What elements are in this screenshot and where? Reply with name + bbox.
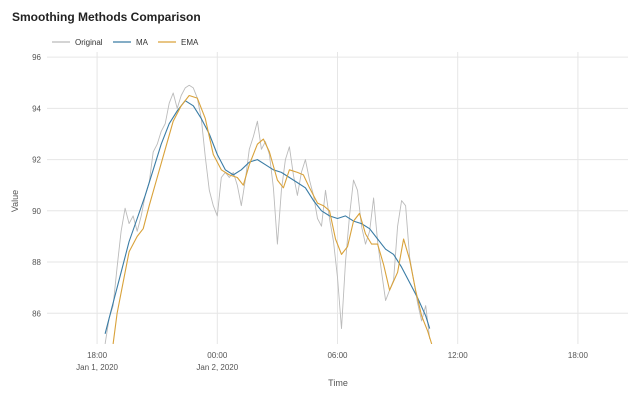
legend-label-ema: EMA (181, 38, 199, 47)
y-tick-label: 94 (32, 104, 41, 113)
x-tick-sublabel: Jan 1, 2020 (76, 363, 118, 372)
series-layer (104, 84, 433, 344)
series-line-ma (104, 100, 431, 334)
x-axis-title: Time (328, 378, 348, 388)
y-tick-label: 90 (32, 207, 41, 216)
legend: Original MA EMA (52, 38, 199, 47)
y-tick-label: 88 (32, 258, 41, 267)
x-tick-label: 12:00 (448, 351, 469, 360)
x-tick-label: 00:00 (207, 351, 228, 360)
x-axis-ticks: 18:00 Jan 1, 2020 00:00 Jan 2, 2020 06:00 12:… (76, 351, 588, 372)
series-line-original (104, 84, 431, 344)
series-line-ema (112, 94, 433, 344)
x-tick-label: 18:00 (87, 351, 108, 360)
y-tick-label: 96 (32, 53, 41, 62)
grid (47, 52, 628, 344)
x-tick-sublabel: Jan 2, 2020 (196, 363, 238, 372)
y-tick-label: 86 (32, 309, 41, 318)
y-tick-label: 92 (32, 156, 41, 165)
y-axis-ticks: 86 88 90 92 94 96 (32, 53, 41, 318)
legend-label-ma: MA (136, 38, 149, 47)
y-axis-title: Value (10, 190, 20, 212)
x-tick-label: 06:00 (327, 351, 348, 360)
chart-title: Smoothing Methods Comparison (12, 10, 201, 24)
x-tick-label: 18:00 (568, 351, 589, 360)
legend-label-original: Original (75, 38, 103, 47)
